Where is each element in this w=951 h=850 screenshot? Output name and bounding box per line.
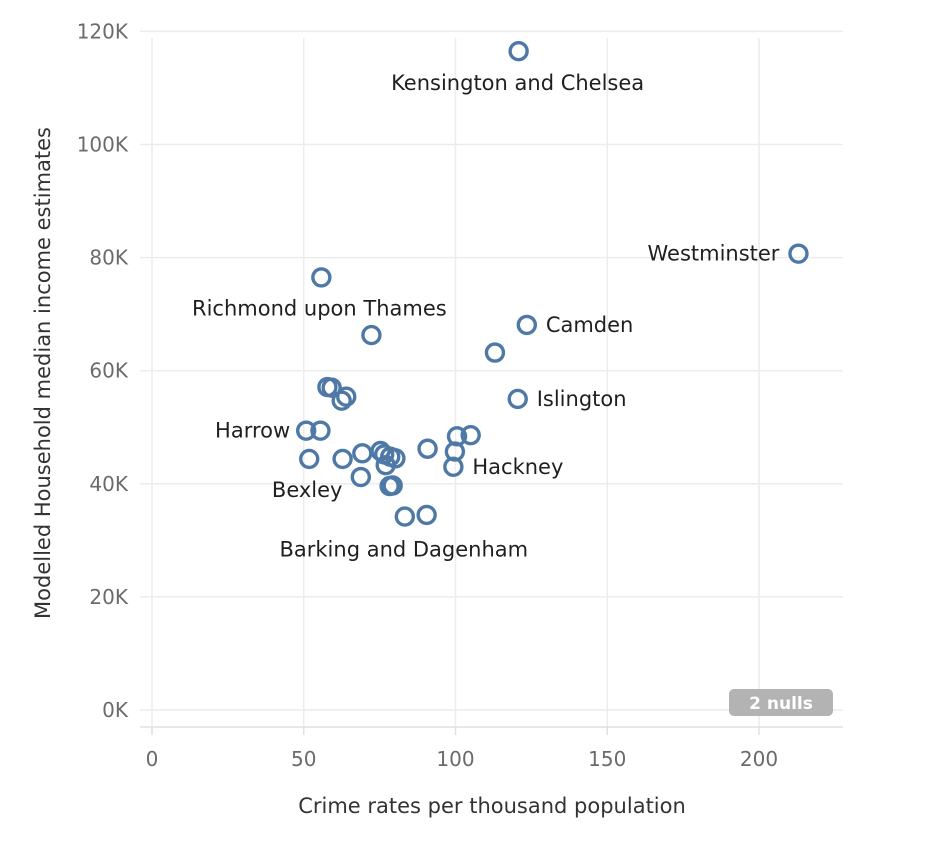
point-label: Harrow bbox=[215, 419, 290, 443]
grid bbox=[140, 30, 843, 727]
data-points bbox=[295, 40, 809, 527]
y-axis-title: Modelled Household median income estimat… bbox=[31, 127, 55, 619]
point-label: Barking and Dagenham bbox=[279, 538, 528, 562]
y-tick-label: 100K bbox=[77, 133, 129, 157]
nulls-badge-background bbox=[729, 689, 833, 716]
data-point[interactable] bbox=[446, 426, 468, 447]
point-label: Richmond upon Thames bbox=[192, 296, 447, 320]
point-label: Kensington and Chelsea bbox=[391, 71, 644, 95]
y-tick-label: 80K bbox=[89, 246, 128, 270]
data-point[interactable] bbox=[331, 390, 352, 411]
data-point[interactable] bbox=[321, 377, 342, 398]
point-label: Westminster bbox=[647, 242, 779, 266]
data-point[interactable] bbox=[516, 314, 538, 336]
nulls-badge-text: 2 nulls bbox=[749, 694, 813, 714]
data-point[interactable] bbox=[443, 456, 464, 478]
x-tick-label: 150 bbox=[588, 747, 626, 771]
data-point[interactable] bbox=[361, 324, 382, 346]
data-point[interactable] bbox=[336, 386, 357, 407]
y-tick-label: 40K bbox=[89, 472, 128, 496]
y-tick-label: 20K bbox=[89, 585, 128, 609]
y-tick-label: 120K bbox=[77, 19, 129, 43]
data-point[interactable] bbox=[507, 388, 528, 410]
data-point[interactable] bbox=[394, 506, 416, 527]
point-label: Bexley bbox=[272, 478, 343, 502]
data-point[interactable] bbox=[416, 504, 437, 526]
data-point[interactable] bbox=[310, 420, 331, 441]
data-point[interactable] bbox=[311, 267, 332, 288]
point-labels: Kensington and Chelsea Westminster Richmon… bbox=[192, 71, 780, 561]
data-point[interactable] bbox=[460, 424, 481, 446]
y-tick-label: 60K bbox=[89, 359, 128, 383]
axes: 0K 20K 40K 60K 80K 100K 120K 0 50 100 150 200 bbox=[77, 19, 843, 771]
data-point[interactable] bbox=[508, 40, 529, 62]
data-point[interactable] bbox=[350, 466, 372, 488]
data-point[interactable] bbox=[332, 448, 353, 470]
point-label: Islington bbox=[537, 387, 627, 411]
data-point[interactable] bbox=[352, 443, 373, 464]
point-label: Hackney bbox=[472, 455, 563, 479]
data-point[interactable] bbox=[417, 438, 438, 459]
data-point[interactable] bbox=[375, 454, 396, 476]
data-point[interactable] bbox=[299, 448, 320, 470]
data-point[interactable] bbox=[788, 243, 809, 264]
x-tick-label: 0 bbox=[146, 747, 159, 771]
x-tick-label: 50 bbox=[291, 747, 316, 771]
data-point[interactable] bbox=[382, 475, 403, 496]
point-label: Camden bbox=[546, 313, 634, 337]
y-tick-label: 0K bbox=[102, 698, 129, 722]
x-tick-label: 100 bbox=[436, 747, 474, 771]
x-tick-label: 200 bbox=[740, 747, 778, 771]
x-axis-title: Crime rates per thousand population bbox=[298, 794, 686, 818]
data-point[interactable] bbox=[295, 420, 317, 441]
nulls-badge[interactable]: 2 nulls bbox=[729, 689, 833, 716]
data-point[interactable] bbox=[484, 342, 506, 363]
